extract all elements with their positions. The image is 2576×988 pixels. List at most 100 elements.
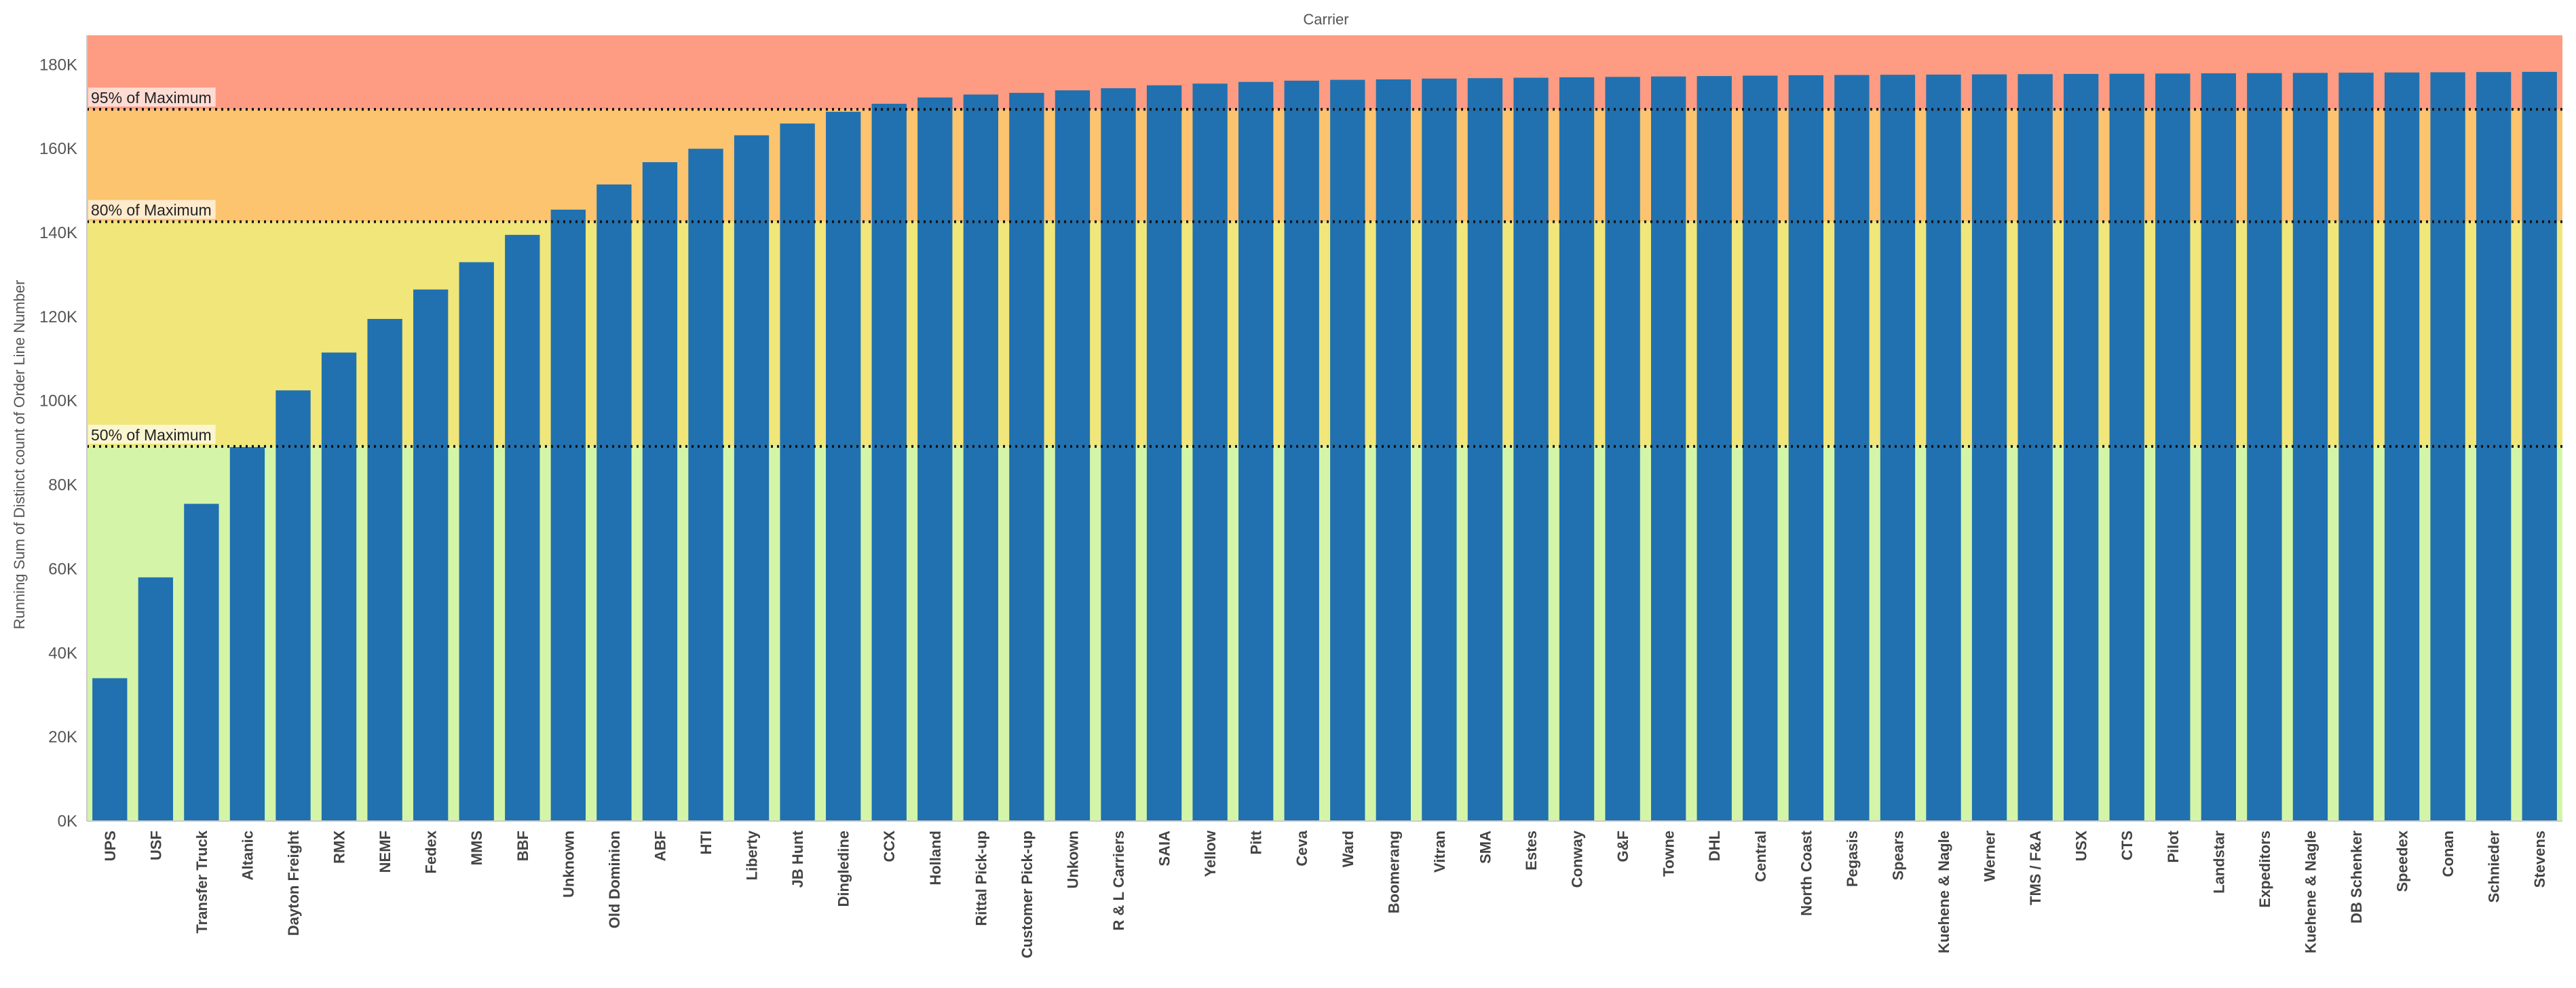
y-tick-label: 80K (48, 476, 77, 495)
x-tick-label: Pitt (1248, 830, 1265, 854)
x-tick-label: NEMF (377, 831, 394, 873)
bar (550, 209, 586, 821)
x-tick-label: Holland (927, 831, 944, 886)
x-tick-label: Transfer Truck (193, 830, 210, 933)
bar (1697, 76, 1732, 821)
x-tick-label: Stevens (2531, 831, 2548, 888)
bar (734, 135, 770, 821)
bar (825, 111, 861, 822)
reference-label: 80% of Maximum (91, 202, 212, 219)
threshold-band (87, 446, 2562, 821)
y-axis-title: Running Sum of Distinct count of Order L… (11, 280, 28, 630)
x-tick-label: Boomerang (1385, 831, 1402, 913)
y-tick-label: 140K (39, 224, 77, 242)
x-tick-label: Schnieder (2486, 831, 2503, 903)
bar (1192, 83, 1228, 822)
bar (459, 262, 494, 821)
bar (1605, 77, 1640, 821)
x-tick-label: Central (1752, 831, 1769, 882)
x-tick-label: USX (2073, 831, 2090, 862)
x-tick-label: Landstar (2210, 831, 2227, 894)
threshold-band (87, 35, 2562, 110)
x-tick-label: Werner (1982, 831, 1999, 882)
bar (1650, 76, 1686, 821)
bar (413, 289, 449, 821)
bar (1101, 88, 1136, 822)
x-tick-label: BBF (514, 831, 531, 861)
bar (1467, 78, 1503, 822)
bar (1146, 85, 1182, 821)
y-tick-label: 20K (48, 728, 77, 746)
bar (367, 318, 402, 822)
x-tick-label: Fedex (423, 830, 440, 873)
x-tick-label: Kuehene & Nagle (2302, 831, 2319, 953)
x-tick-label: Kuehene & Nagle (1935, 831, 1952, 953)
bar (2155, 73, 2191, 821)
x-tick-label: R & L Carriers (1110, 831, 1127, 931)
bar (780, 124, 815, 822)
bar (596, 184, 632, 821)
x-tick-label: Unkown (1064, 831, 1081, 889)
x-tick-label: Old Dominion (606, 831, 623, 928)
bars (92, 71, 2557, 822)
bar (963, 94, 999, 821)
bar (1284, 80, 1319, 821)
threshold-band (87, 221, 2562, 446)
chart-title: Carrier (1303, 11, 1348, 28)
x-tick-label: TMS / F&A (2027, 831, 2044, 905)
x-tick-label: Rittal Pick-up (972, 831, 989, 926)
x-tick-label: Ceva (1293, 830, 1310, 866)
bar (138, 577, 174, 821)
bar (1559, 77, 1595, 821)
bar (1513, 77, 1549, 821)
x-tick-label: USF (147, 831, 164, 860)
x-tick-label: Ward (1340, 831, 1357, 867)
x-tick-label: Dayton Freight (285, 830, 302, 936)
x-tick-label: Speedex (2394, 830, 2411, 892)
y-tick-label: 100K (39, 392, 77, 411)
reference-label-background (88, 200, 216, 219)
y-tick-label: 180K (39, 56, 77, 74)
x-tick-label: Unknown (560, 831, 577, 898)
bar (688, 149, 723, 821)
y-axis: 0K 20K 40K 60K 80K 100K 120K 140K 160K 180K (39, 35, 88, 831)
bar (276, 390, 311, 821)
x-tick-label: CTS (2119, 831, 2136, 860)
x-tick-label: DHL (1706, 831, 1723, 861)
bar (1971, 74, 2007, 822)
x-tick-label: DB Schenker (2348, 831, 2365, 924)
reference-lines: 50% of Maximum 80% of Maximum 95% of Maxim… (87, 88, 2562, 448)
y-tick-label: 160K (39, 140, 77, 158)
bar (321, 352, 357, 821)
bar (1926, 74, 1961, 821)
x-tick-label: Altanic (239, 831, 256, 880)
reference-label-background (88, 424, 216, 444)
x-tick-label: Pegasis (1844, 831, 1861, 887)
x-tick-label: Estes (1523, 831, 1540, 871)
x-tick-label: Towne (1661, 831, 1678, 877)
bar (1055, 90, 1091, 821)
x-tick-label: Liberty (744, 830, 761, 880)
bar (1743, 75, 1778, 822)
x-tick-label: Conway (1569, 830, 1586, 888)
reference-label: 95% of Maximum (91, 89, 212, 107)
bar (1788, 75, 1824, 822)
threshold-band (87, 109, 2562, 222)
bar (505, 235, 540, 821)
bar (229, 446, 265, 821)
reference-label-background (88, 88, 216, 107)
y-tick-label: 120K (39, 308, 77, 326)
bar (1238, 81, 1274, 821)
bar (2522, 71, 2557, 821)
x-tick-label: HTI (698, 831, 715, 854)
bar (1376, 79, 1412, 822)
x-tick-label: Vitran (1431, 831, 1448, 873)
x-tick-label: UPS (102, 831, 119, 861)
x-tick-label: Dingledine (835, 831, 852, 907)
x-tick-label: Conan (2440, 831, 2457, 877)
bar (917, 97, 953, 822)
x-tick-label: North Coast (1798, 830, 1815, 916)
x-tick-label: Expeditors (2256, 831, 2273, 908)
x-tick-label: ABF (651, 831, 668, 861)
